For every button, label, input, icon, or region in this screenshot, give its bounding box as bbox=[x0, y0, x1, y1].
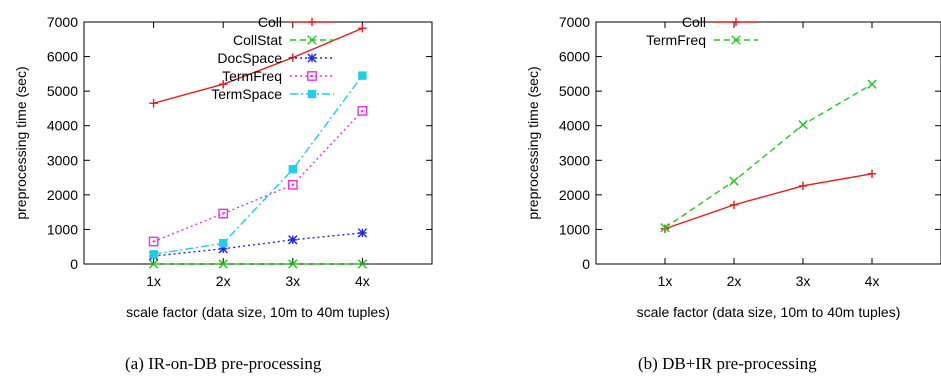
y-tick-label: 7000 bbox=[559, 14, 590, 30]
legend-label: Coll bbox=[682, 14, 706, 30]
legend-marker bbox=[731, 35, 741, 45]
data-point bbox=[288, 235, 298, 245]
legend-marker bbox=[307, 71, 317, 81]
y-tick-label: 2000 bbox=[559, 187, 590, 203]
series-TermFreq bbox=[148, 105, 368, 247]
legend-marker bbox=[307, 35, 317, 45]
y-tick-label: 0 bbox=[582, 256, 590, 272]
legend-marker bbox=[307, 53, 317, 63]
series-line bbox=[153, 27, 363, 104]
data-point bbox=[867, 79, 877, 89]
x-tick-label: 4x bbox=[865, 273, 880, 289]
data-point bbox=[358, 24, 367, 33]
x-tick-label: 1x bbox=[146, 273, 161, 289]
y-tick-label: 5000 bbox=[559, 83, 590, 99]
series-line bbox=[664, 83, 873, 229]
caption-a: (a) IR-on-DB pre-processing bbox=[125, 354, 322, 373]
y-tick-label: 2000 bbox=[47, 187, 78, 203]
y-axis-label: preprocessing time (sec) bbox=[525, 66, 541, 219]
data-point bbox=[148, 259, 159, 269]
y-tick-label: 0 bbox=[70, 256, 78, 272]
legend-label: TermFreq bbox=[222, 68, 282, 84]
y-tick-label: 6000 bbox=[559, 49, 590, 65]
legend-label: Coll bbox=[258, 14, 282, 30]
series-line bbox=[153, 75, 363, 256]
data-point bbox=[288, 259, 298, 269]
legend-label: TermSpace bbox=[211, 86, 282, 102]
legend: Coll TermFreq bbox=[646, 14, 758, 48]
data-point bbox=[149, 99, 158, 108]
legend-label: DocSpace bbox=[217, 50, 282, 66]
series-TermSpace bbox=[149, 71, 367, 259]
y-tick-label: 4000 bbox=[559, 118, 590, 134]
x-tick-label: 4x bbox=[355, 273, 370, 289]
legend-marker bbox=[307, 17, 317, 27]
chart-1: 0 1000 2000 3000 4000 5000 6000 7000 1x 2x 3x 4x sca… bbox=[525, 14, 941, 320]
x-axis-label: scale factor (data size, 10m to 40m tupl… bbox=[126, 304, 390, 320]
legend-label: TermFreq bbox=[646, 32, 706, 48]
data-point bbox=[219, 239, 228, 248]
data-point bbox=[218, 259, 228, 269]
data-point bbox=[218, 208, 229, 219]
legend: Coll CollStat DocSpace TermFreq TermSpace bbox=[211, 14, 334, 102]
plot-frame bbox=[595, 21, 941, 265]
x-axis-label: scale factor (data size, 10m to 40m tupl… bbox=[637, 304, 901, 320]
series-line bbox=[153, 232, 363, 257]
legend-marker bbox=[731, 17, 741, 27]
legend-label: CollStat bbox=[233, 32, 282, 48]
data-point bbox=[219, 80, 228, 89]
data-point bbox=[660, 223, 670, 233]
x-tick-label: 2x bbox=[727, 273, 742, 289]
series-TermFreq bbox=[660, 79, 877, 233]
y-tick-label: 1000 bbox=[559, 221, 590, 237]
y-tick-label: 6000 bbox=[47, 49, 78, 65]
y-tick-label: 1000 bbox=[47, 221, 78, 237]
series-Coll bbox=[660, 169, 877, 233]
data-point bbox=[729, 200, 739, 210]
data-point bbox=[357, 105, 368, 116]
x-tick-label: 2x bbox=[216, 273, 231, 289]
data-point bbox=[357, 228, 368, 238]
data-point bbox=[357, 259, 368, 269]
caption-b: (b) DB+IR pre-processing bbox=[638, 354, 817, 373]
data-point bbox=[798, 181, 808, 191]
data-point bbox=[287, 179, 298, 190]
x-tick-label: 3x bbox=[796, 273, 811, 289]
data-point bbox=[148, 236, 159, 247]
series-line bbox=[664, 173, 873, 230]
data-point bbox=[149, 250, 158, 259]
series-line bbox=[153, 110, 363, 243]
data-point bbox=[729, 176, 739, 186]
series-CollStat bbox=[148, 259, 368, 269]
y-axis-label: preprocessing time (sec) bbox=[13, 66, 29, 219]
chart-0: 0 1000 2000 3000 4000 5000 6000 7000 1x 2x 3x 4x sca… bbox=[13, 14, 433, 320]
y-tick-label: 7000 bbox=[47, 14, 78, 30]
y-tick-label: 3000 bbox=[559, 152, 590, 168]
x-tick-label: 3x bbox=[285, 273, 300, 289]
data-point bbox=[660, 224, 670, 233]
y-tick-label: 3000 bbox=[47, 152, 78, 168]
x-tick-label: 1x bbox=[658, 273, 673, 289]
y-tick-label: 5000 bbox=[47, 83, 78, 99]
data-point bbox=[288, 165, 297, 174]
y-tick-label: 4000 bbox=[47, 118, 78, 134]
data-point bbox=[798, 119, 808, 130]
series-DocSpace bbox=[148, 228, 368, 261]
legend-marker bbox=[307, 89, 317, 99]
data-point bbox=[867, 169, 877, 178]
data-point bbox=[358, 71, 367, 80]
